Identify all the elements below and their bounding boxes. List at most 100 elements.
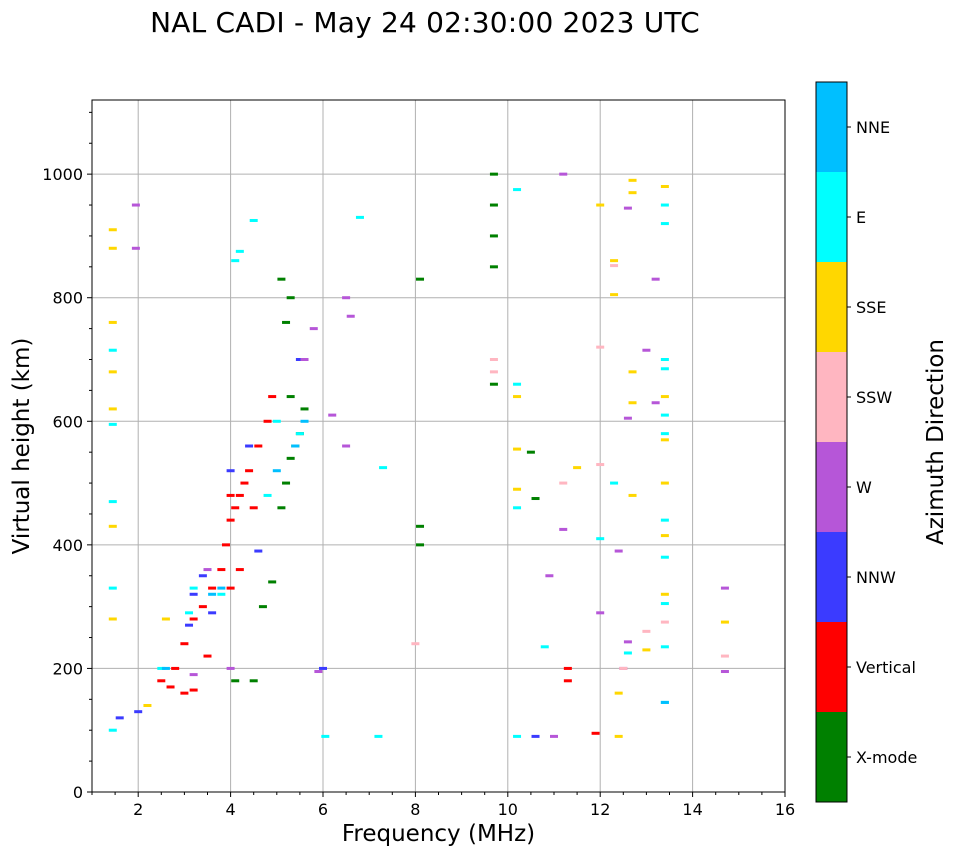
x-tick-label: 2 [133, 800, 143, 819]
data-point [221, 543, 230, 547]
colorbar-tick-label: X-mode [856, 748, 917, 767]
data-point [108, 320, 117, 324]
data-point [277, 277, 286, 281]
colorbar-tick-label: E [856, 208, 866, 227]
data-point [314, 670, 323, 674]
data-point [416, 524, 425, 528]
data-point [355, 215, 364, 219]
data-point [185, 611, 194, 615]
data-point [660, 645, 669, 649]
data-point [108, 617, 117, 621]
data-point [254, 549, 263, 553]
data-point [651, 401, 660, 405]
colorbar-segment [816, 532, 847, 622]
data-point [321, 734, 330, 738]
colorbar-segment [816, 262, 847, 352]
series-w [131, 172, 729, 738]
data-point [720, 620, 729, 624]
x-tick-label: 4 [226, 800, 236, 819]
data-point [660, 534, 669, 538]
data-point [610, 481, 619, 485]
data-point [189, 592, 198, 596]
data-point [180, 691, 189, 695]
data-point [272, 419, 281, 423]
plot-frame [91, 99, 786, 793]
data-point [628, 191, 637, 195]
data-point [660, 222, 669, 226]
data-point [208, 611, 217, 615]
data-point [240, 481, 249, 485]
data-point [416, 543, 425, 547]
colorbar-segment [816, 352, 847, 442]
series-e [108, 188, 669, 738]
data-point [268, 580, 277, 584]
data-point [226, 518, 235, 522]
colorbar-tick-label: SSE [856, 298, 886, 317]
colorbar-segment [816, 172, 847, 262]
data-point [660, 481, 669, 485]
data-point [513, 506, 522, 510]
data-point [513, 188, 522, 192]
data-point [573, 466, 582, 470]
colorbar-tick-label: NNW [856, 568, 896, 587]
data-point [610, 259, 619, 263]
data-point [189, 617, 198, 621]
data-point [295, 358, 304, 361]
x-axis-ticks: 2 4 6 8 10 12 14 16 [91, 792, 795, 819]
data-point [614, 734, 623, 738]
data-point [416, 277, 425, 281]
data-point [291, 444, 300, 448]
x-tick-label: 12 [590, 800, 610, 819]
data-point [513, 447, 522, 451]
colorbar-frame [815, 81, 848, 803]
data-point [203, 654, 212, 658]
data-point [720, 654, 729, 658]
data-point [628, 370, 637, 374]
data-point [614, 691, 623, 695]
data-point [282, 481, 291, 485]
data-point [531, 497, 540, 501]
y-tick-label: 800 [52, 289, 83, 308]
data-point [108, 370, 117, 374]
data-point [217, 592, 226, 596]
data-point [198, 574, 207, 578]
data-point [185, 623, 194, 627]
data-point [263, 419, 272, 423]
data-point [596, 463, 605, 467]
data-point [282, 320, 291, 324]
data-point [258, 605, 267, 609]
data-point [268, 395, 277, 399]
y-axis-label: Virtual height (km) [9, 338, 35, 555]
data-point [189, 688, 198, 692]
data-point [660, 367, 669, 371]
data-point [108, 348, 117, 352]
data-point [286, 456, 295, 460]
data-point [623, 206, 632, 210]
data-point [319, 666, 327, 670]
colorbar-label: Azimuth Direction [923, 339, 949, 545]
data-point [108, 500, 117, 504]
data-point [189, 673, 198, 677]
colorbar-tick-label: NNE [856, 118, 890, 137]
data-point [300, 407, 309, 411]
data-point [108, 228, 117, 232]
data-point [231, 679, 240, 683]
data-point [720, 586, 729, 590]
data-point [189, 586, 198, 590]
data-point [610, 293, 619, 297]
colorbar-segment [816, 622, 847, 712]
data-point [295, 432, 304, 436]
data-point [660, 620, 669, 624]
data-point [513, 382, 522, 386]
data-point [217, 586, 226, 590]
grid-lines [92, 100, 786, 793]
series-nnw [115, 358, 540, 738]
data-point [286, 395, 295, 399]
x-tick-label: 14 [682, 800, 702, 819]
data-point [596, 345, 605, 349]
x-tick-label: 10 [498, 800, 518, 819]
data-point [108, 407, 117, 411]
data-point [286, 296, 295, 300]
data-point [513, 734, 522, 738]
